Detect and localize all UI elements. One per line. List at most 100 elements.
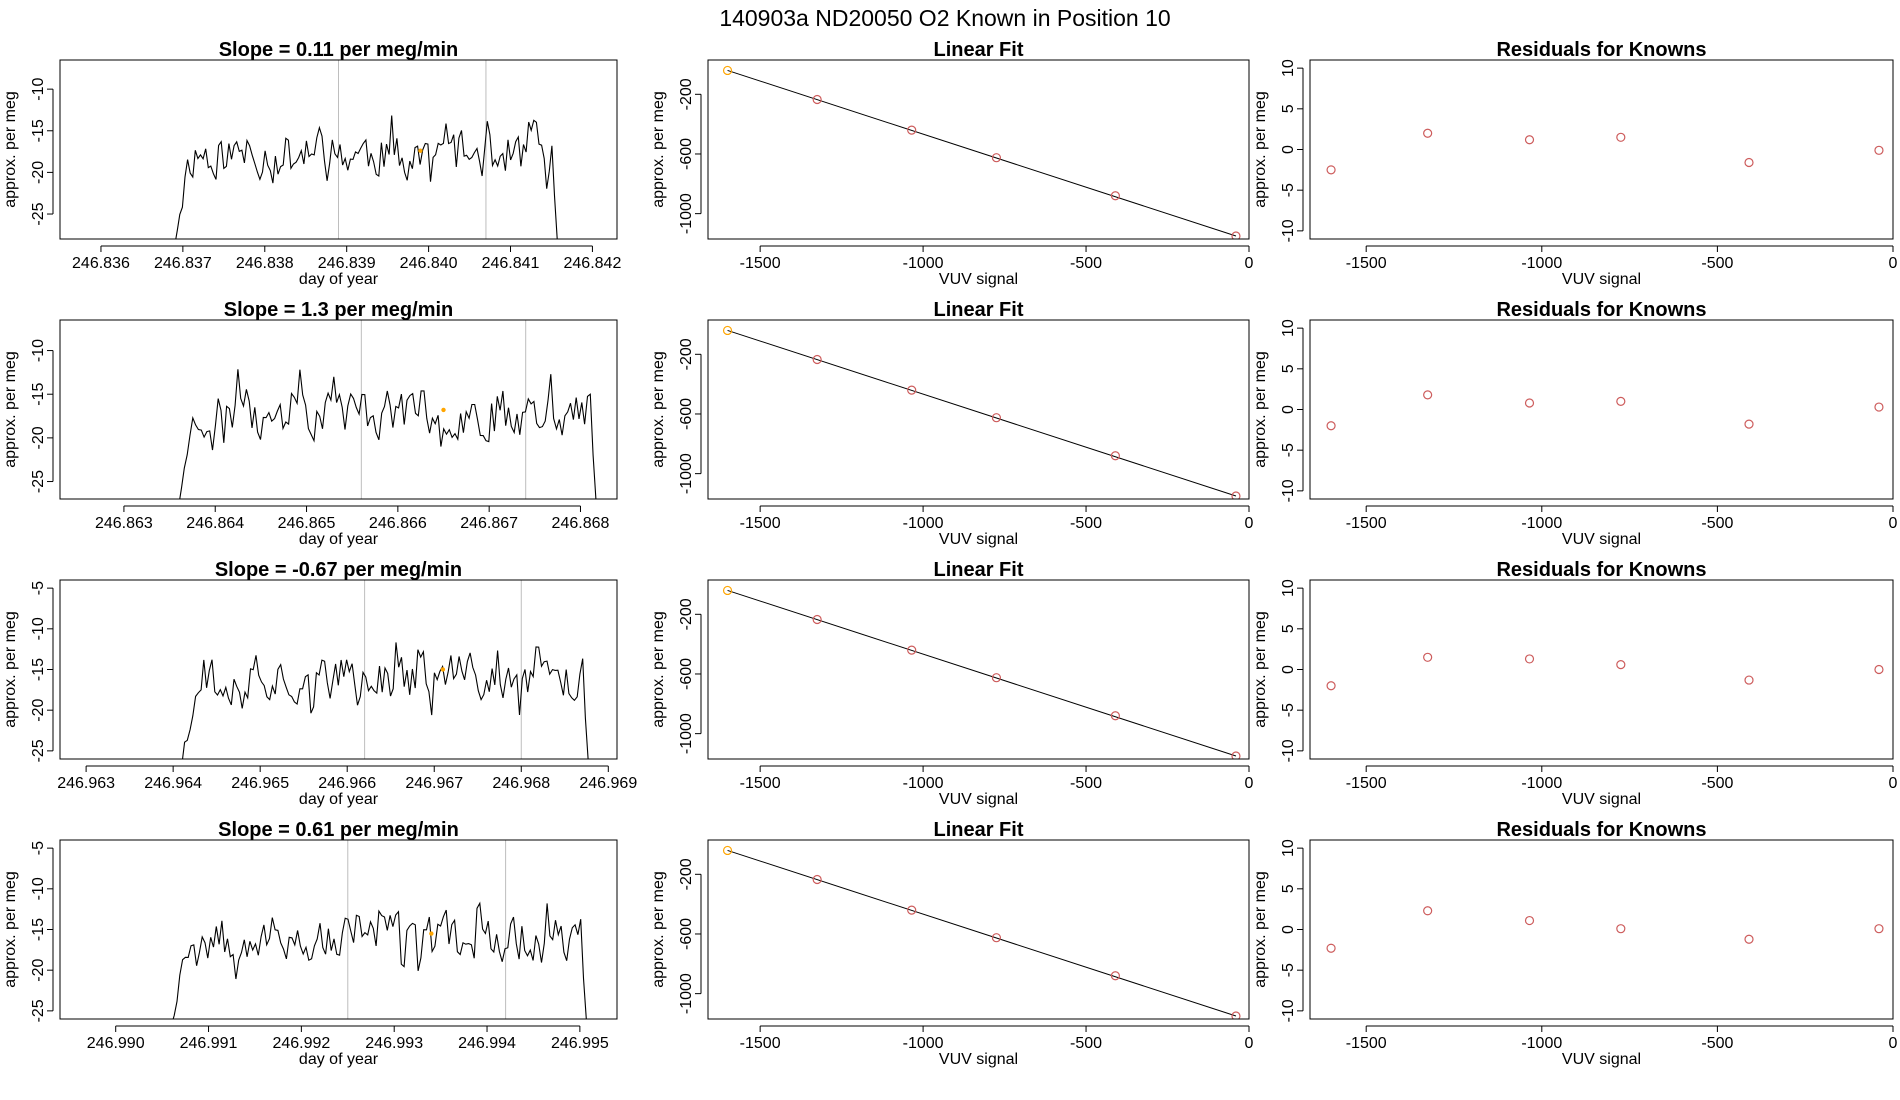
y-tick-label: -10	[30, 339, 47, 362]
y-tick-label: -25	[30, 202, 47, 225]
x-tick-label: 246.963	[57, 775, 115, 792]
data-point	[1423, 128, 1433, 138]
data-point	[1110, 451, 1120, 461]
data-point	[1874, 402, 1884, 412]
panel-r3-c0: Slope = 0.61 per meg/min 246.990 246.991 24…	[2, 819, 618, 1068]
x-tick-label: -1000	[1521, 775, 1562, 792]
data-point	[1744, 157, 1754, 168]
y-tick-label: 10	[1280, 59, 1297, 77]
y-axis: -10 -5 0 5 10 approx. per meg	[1252, 59, 1304, 242]
y-tick-label: -15	[30, 658, 47, 681]
x-tick-label: 246.966	[318, 775, 376, 792]
y-axis-label: approx. per meg	[1252, 351, 1269, 468]
data-point	[722, 585, 733, 596]
data-point	[1110, 711, 1120, 721]
x-axis: -1500 -1000 -500 0 VUV signal	[1346, 245, 1898, 288]
mean-marker	[429, 931, 434, 936]
y-tick-label: -10	[1280, 999, 1297, 1022]
x-tick-label: -1500	[1346, 515, 1387, 532]
y-tick-label: 10	[1280, 579, 1297, 597]
y-tick-label: -20	[30, 959, 47, 982]
x-tick-label: 246.838	[236, 255, 294, 272]
y-tick-label: -10	[1280, 219, 1297, 242]
x-axis: 246.990 246.991 246.992 246.993 246.994 246.9…	[87, 1025, 609, 1068]
data-point	[722, 325, 733, 336]
panel-title: Residuals for Knowns	[1496, 559, 1706, 581]
panel-title: Linear Fit	[933, 39, 1023, 61]
x-tick-label: -1500	[740, 1035, 781, 1052]
x-axis: 246.863 246.864 246.865 246.866 246.867 246.8…	[95, 505, 610, 548]
panel-title: Residuals for Knowns	[1496, 819, 1706, 841]
data-point	[907, 905, 917, 915]
y-tick-label: -600	[678, 658, 695, 690]
data-point	[1326, 421, 1336, 431]
series-line	[96, 642, 589, 759]
x-tick-label: 246.865	[278, 515, 336, 532]
y-tick-label: 5	[1280, 624, 1297, 633]
y-tick-label: 10	[1280, 839, 1297, 857]
y-axis-label: approx. per meg	[650, 611, 667, 728]
data-point	[1423, 906, 1433, 916]
data-point	[1874, 664, 1884, 675]
panel-title: Slope = 0.11 per meg/min	[219, 39, 459, 61]
x-tick-label: -500	[1701, 1035, 1733, 1052]
y-tick-label: -10	[1280, 739, 1297, 762]
data-point	[1110, 971, 1120, 981]
x-axis: 246.836 246.837 246.838 246.839 246.840 246.8…	[72, 245, 622, 288]
x-tick-label: -1000	[1521, 255, 1562, 272]
x-axis-label: VUV signal	[1562, 271, 1641, 288]
y-tick-label: -25	[30, 470, 47, 493]
plot-frame	[1309, 579, 1894, 760]
x-tick-label: 246.969	[579, 775, 637, 792]
x-tick-label: -1500	[1346, 775, 1387, 792]
x-tick-label: -1000	[1521, 1035, 1562, 1052]
y-tick-label: -5	[1280, 703, 1297, 717]
plot-frame	[1309, 59, 1894, 240]
y-tick-label: -600	[678, 918, 695, 950]
x-tick-label: -500	[1070, 1035, 1102, 1052]
y-tick-label: -200	[678, 78, 695, 110]
y-tick-label: -1000	[678, 193, 695, 234]
y-axis-label: approx. per meg	[2, 611, 19, 728]
panel-title: Slope = 1.3 per meg/min	[224, 299, 454, 321]
plot-area	[722, 325, 1241, 499]
panel-r0-c0: Slope = 0.11 per meg/min 246.836 246.837 24…	[2, 39, 621, 288]
y-tick-label: -15	[30, 383, 47, 406]
x-tick-label: 246.866	[369, 515, 427, 532]
x-tick-label: -500	[1701, 255, 1733, 272]
plot-frame	[59, 59, 618, 240]
plot-area	[94, 60, 558, 239]
y-tick-label: -5	[30, 581, 47, 595]
y-tick-label: -20	[30, 426, 47, 449]
figure-title: 140903a ND20050 O2 Known in Position 10	[719, 5, 1170, 31]
x-tick-label: 0	[1245, 775, 1254, 792]
panel-title: Slope = 0.61 per meg/min	[218, 819, 459, 841]
x-axis: -1500 -1000 -500 0 VUV signal	[740, 765, 1254, 808]
data-point	[722, 845, 733, 856]
data-point	[1744, 934, 1754, 944]
x-tick-label: 246.995	[551, 1035, 609, 1052]
plot-frame	[59, 579, 618, 760]
y-axis: -1000 -600 -200 approx. per meg	[650, 598, 702, 754]
y-tick-label: 5	[1280, 884, 1297, 893]
y-tick-label: -20	[30, 699, 47, 722]
y-axis-label: approx. per meg	[650, 91, 667, 208]
x-tick-label: 246.964	[144, 775, 202, 792]
y-tick-label: -15	[30, 119, 47, 142]
x-tick-label: 246.868	[552, 515, 610, 532]
y-axis-label: approx. per meg	[1252, 91, 1269, 208]
x-tick-label: 0	[1245, 255, 1254, 272]
x-axis-label: day of year	[299, 531, 379, 548]
data-point	[1744, 675, 1754, 685]
y-tick-label: -10	[30, 617, 47, 640]
x-tick-label: 246.967	[405, 775, 463, 792]
data-point	[1874, 145, 1884, 155]
y-axis: -1000 -600 -200 approx. per meg	[650, 78, 702, 234]
plot-frame	[707, 839, 1250, 1020]
data-point	[907, 125, 917, 135]
x-tick-label: 246.965	[231, 775, 289, 792]
x-tick-label: 246.842	[564, 255, 622, 272]
x-axis: -1500 -1000 -500 0 VUV signal	[740, 1025, 1254, 1068]
